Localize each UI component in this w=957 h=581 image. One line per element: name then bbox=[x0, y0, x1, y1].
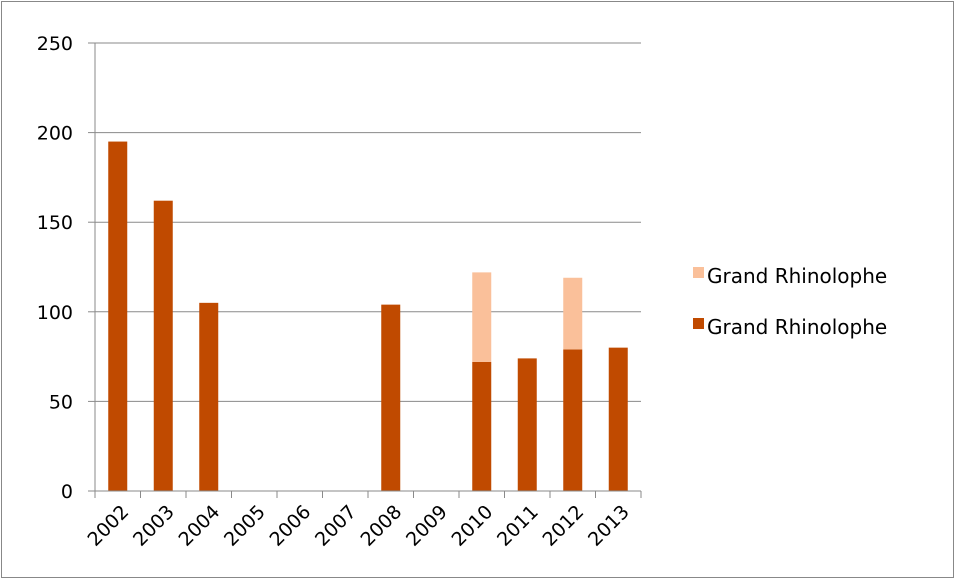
bar-series1-2003 bbox=[153, 200, 173, 492]
x-tick-label: 2003 bbox=[129, 501, 179, 551]
y-tick-labels: 0 50 100 150 200 250 bbox=[37, 33, 73, 503]
y-tick-label: 50 bbox=[49, 391, 73, 413]
gridlines bbox=[88, 42, 641, 492]
x-tick-label: 2007 bbox=[311, 501, 361, 551]
y-tick-label: 0 bbox=[61, 481, 73, 503]
bars bbox=[108, 141, 628, 492]
bar-series1-2013 bbox=[608, 347, 628, 491]
x-tick-label: 2009 bbox=[402, 501, 452, 551]
legend-label: Grand Rhinolophe bbox=[707, 315, 887, 339]
legend-swatch bbox=[693, 318, 704, 329]
bar-series1-2008 bbox=[381, 304, 401, 491]
axes bbox=[94, 43, 642, 498]
x-tick-label: 2002 bbox=[84, 501, 134, 551]
y-tick-label: 150 bbox=[37, 212, 73, 234]
x-tick-label: 2005 bbox=[220, 501, 270, 551]
y-tick-label: 250 bbox=[37, 33, 73, 55]
x-tick-label: 2008 bbox=[357, 501, 407, 551]
legend: Grand Rhinolophe Grand Rhinolophe bbox=[693, 264, 887, 339]
legend-swatch bbox=[693, 267, 704, 278]
x-tick-label: 2004 bbox=[175, 501, 225, 551]
x-tick-label: 2013 bbox=[584, 501, 634, 551]
x-tick-label: 2010 bbox=[448, 501, 498, 551]
x-tick-label: 2006 bbox=[266, 501, 316, 551]
x-tick-label: 2011 bbox=[493, 501, 543, 551]
y-tick-label: 200 bbox=[37, 123, 73, 145]
x-tick-label: 2012 bbox=[539, 501, 589, 551]
bar-series1-2011 bbox=[517, 358, 537, 491]
bar-series1-2002 bbox=[108, 141, 128, 491]
legend-label: Grand Rhinolophe bbox=[707, 264, 887, 288]
x-tick-labels: 2002200320042005200620072008200920102011… bbox=[84, 501, 634, 551]
bar-series2-2010 bbox=[472, 272, 492, 362]
bar-series1-2010 bbox=[472, 361, 492, 491]
bar-series1-2004 bbox=[199, 302, 219, 491]
y-tick-label: 100 bbox=[37, 302, 73, 324]
bar-series1-2012 bbox=[563, 349, 583, 491]
bar-series2-2012 bbox=[563, 277, 583, 350]
